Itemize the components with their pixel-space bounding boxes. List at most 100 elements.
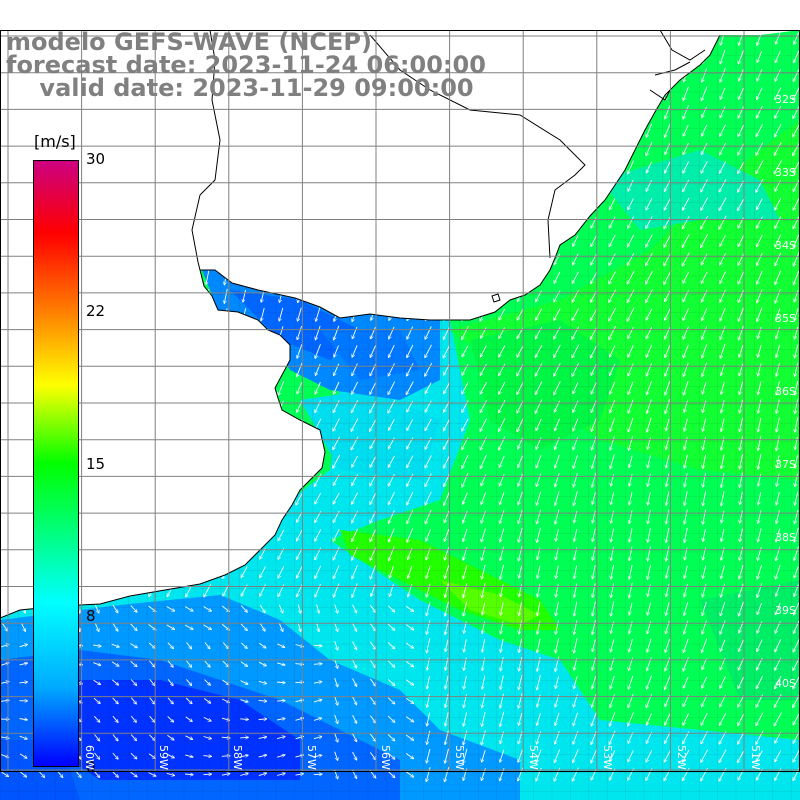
wind-arrow xyxy=(150,454,156,468)
wind-arrow xyxy=(204,565,212,579)
wind-arrow xyxy=(776,528,781,542)
wind-arrow xyxy=(590,307,598,320)
wind-arrow xyxy=(258,661,266,666)
wind-arrow xyxy=(611,31,615,45)
wind-arrow xyxy=(20,179,27,191)
colorbar-tick-30: 30 xyxy=(86,150,106,168)
wind-arrow xyxy=(537,86,541,101)
wind-arrow xyxy=(204,660,210,667)
wind-arrow xyxy=(22,436,26,450)
wind-arrow xyxy=(426,196,431,211)
wind-arrow xyxy=(794,602,800,615)
wind-arrow xyxy=(425,509,432,524)
wind-arrow xyxy=(130,623,137,631)
wind-arrow xyxy=(703,436,707,450)
wind-arrow xyxy=(370,399,377,413)
wind-arrow xyxy=(556,14,559,27)
wind-arrow xyxy=(94,105,101,118)
wind-arrow xyxy=(684,436,688,450)
lat-label: 39S xyxy=(775,604,796,617)
wind-arrow xyxy=(406,381,414,395)
wind-arrow xyxy=(133,307,136,321)
wind-arrow xyxy=(187,178,192,193)
wind-arrow xyxy=(445,142,449,155)
wind-arrow xyxy=(666,14,669,26)
wind-arrow xyxy=(482,639,486,652)
wind-arrow xyxy=(592,87,596,100)
wind-arrow xyxy=(444,215,450,229)
wind-arrow xyxy=(150,215,155,229)
wind-arrow xyxy=(280,253,283,265)
wind-arrow xyxy=(186,642,192,649)
wind-arrow xyxy=(353,197,357,210)
wind-arrow xyxy=(555,455,560,468)
wind-arrow xyxy=(95,437,100,449)
wind-arrow xyxy=(647,602,652,615)
wind-arrow xyxy=(186,473,193,487)
wind-arrow xyxy=(573,382,579,393)
wind-arrow xyxy=(794,50,800,63)
wind-arrow xyxy=(131,105,138,118)
wind-arrow xyxy=(610,454,615,469)
wind-arrow xyxy=(372,161,375,173)
wind-arrow xyxy=(94,565,101,578)
wind-arrow xyxy=(463,178,468,193)
wind-arrow xyxy=(169,196,174,211)
wind-arrow xyxy=(793,234,800,247)
wind-arrow xyxy=(573,472,578,487)
wind-arrow xyxy=(501,32,504,44)
wind-arrow xyxy=(242,344,247,358)
wind-arrow xyxy=(720,271,726,284)
wind-arrow xyxy=(555,491,560,506)
wind-arrow xyxy=(130,679,136,686)
wind-arrow xyxy=(335,160,339,174)
wind-arrow xyxy=(113,233,118,248)
wind-arrow xyxy=(297,529,303,541)
wind-arrow xyxy=(519,104,523,119)
wind-arrow xyxy=(775,179,782,191)
wind-arrow xyxy=(592,528,596,542)
wind-arrow xyxy=(169,325,173,340)
wind-arrow xyxy=(628,216,634,229)
wind-arrow xyxy=(243,252,247,266)
wind-arrow xyxy=(370,546,377,560)
wind-arrow xyxy=(352,604,357,613)
wind-arrow xyxy=(187,160,192,174)
wind-arrow xyxy=(445,160,449,174)
wind-arrow xyxy=(592,639,596,652)
wind-arrow xyxy=(776,417,780,432)
wind-arrow xyxy=(425,344,432,358)
wind-arrow xyxy=(536,308,543,320)
wind-arrow xyxy=(666,50,670,64)
wind-arrow xyxy=(352,13,357,27)
wind-arrow xyxy=(664,270,672,284)
wind-arrow xyxy=(280,178,283,192)
wind-arrow xyxy=(464,142,467,155)
wind-arrow xyxy=(665,362,671,376)
wind-arrow xyxy=(793,69,800,81)
wind-arrow xyxy=(316,160,320,174)
wind-arrow xyxy=(757,87,763,100)
wind-arrow xyxy=(370,345,377,357)
wind-arrow xyxy=(757,13,762,27)
wind-arrow xyxy=(169,343,173,358)
wind-arrow xyxy=(683,124,689,136)
wind-arrow xyxy=(221,605,229,612)
wind-arrow xyxy=(537,160,542,173)
wind-arrow xyxy=(462,418,469,431)
wind-arrow xyxy=(794,270,800,285)
wind-arrow xyxy=(389,270,395,285)
wind-arrow xyxy=(314,455,322,468)
wind-arrow xyxy=(4,418,7,432)
wind-arrow xyxy=(243,142,247,154)
wind-arrow xyxy=(499,436,506,450)
wind-arrow xyxy=(261,124,265,136)
wind-arrow xyxy=(793,179,800,191)
wind-arrow xyxy=(499,252,506,266)
wind-arrow xyxy=(537,638,541,653)
wind-arrow xyxy=(555,436,560,449)
wind-arrow xyxy=(462,454,469,468)
wind-arrow xyxy=(204,14,211,27)
wind-arrow xyxy=(481,178,486,192)
wind-arrow xyxy=(94,15,99,26)
